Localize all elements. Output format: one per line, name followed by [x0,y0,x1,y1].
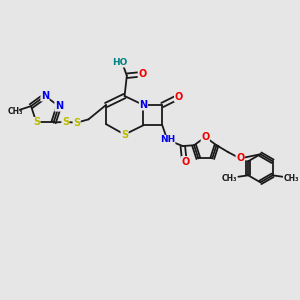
Text: N: N [55,101,63,111]
Text: O: O [236,153,244,164]
Text: O: O [138,69,146,79]
Text: S: S [62,117,69,127]
Text: HO: HO [112,58,128,67]
Text: O: O [182,157,190,166]
Text: NH: NH [160,135,175,144]
Text: S: S [121,130,128,140]
Text: O: O [201,132,209,142]
Text: O: O [175,92,183,102]
Text: N: N [41,91,49,101]
Text: S: S [73,118,80,128]
Text: CH₃: CH₃ [221,174,237,183]
Text: CH₃: CH₃ [7,107,23,116]
Text: S: S [33,118,40,128]
Text: N: N [140,100,148,110]
Text: CH₃: CH₃ [284,174,300,183]
